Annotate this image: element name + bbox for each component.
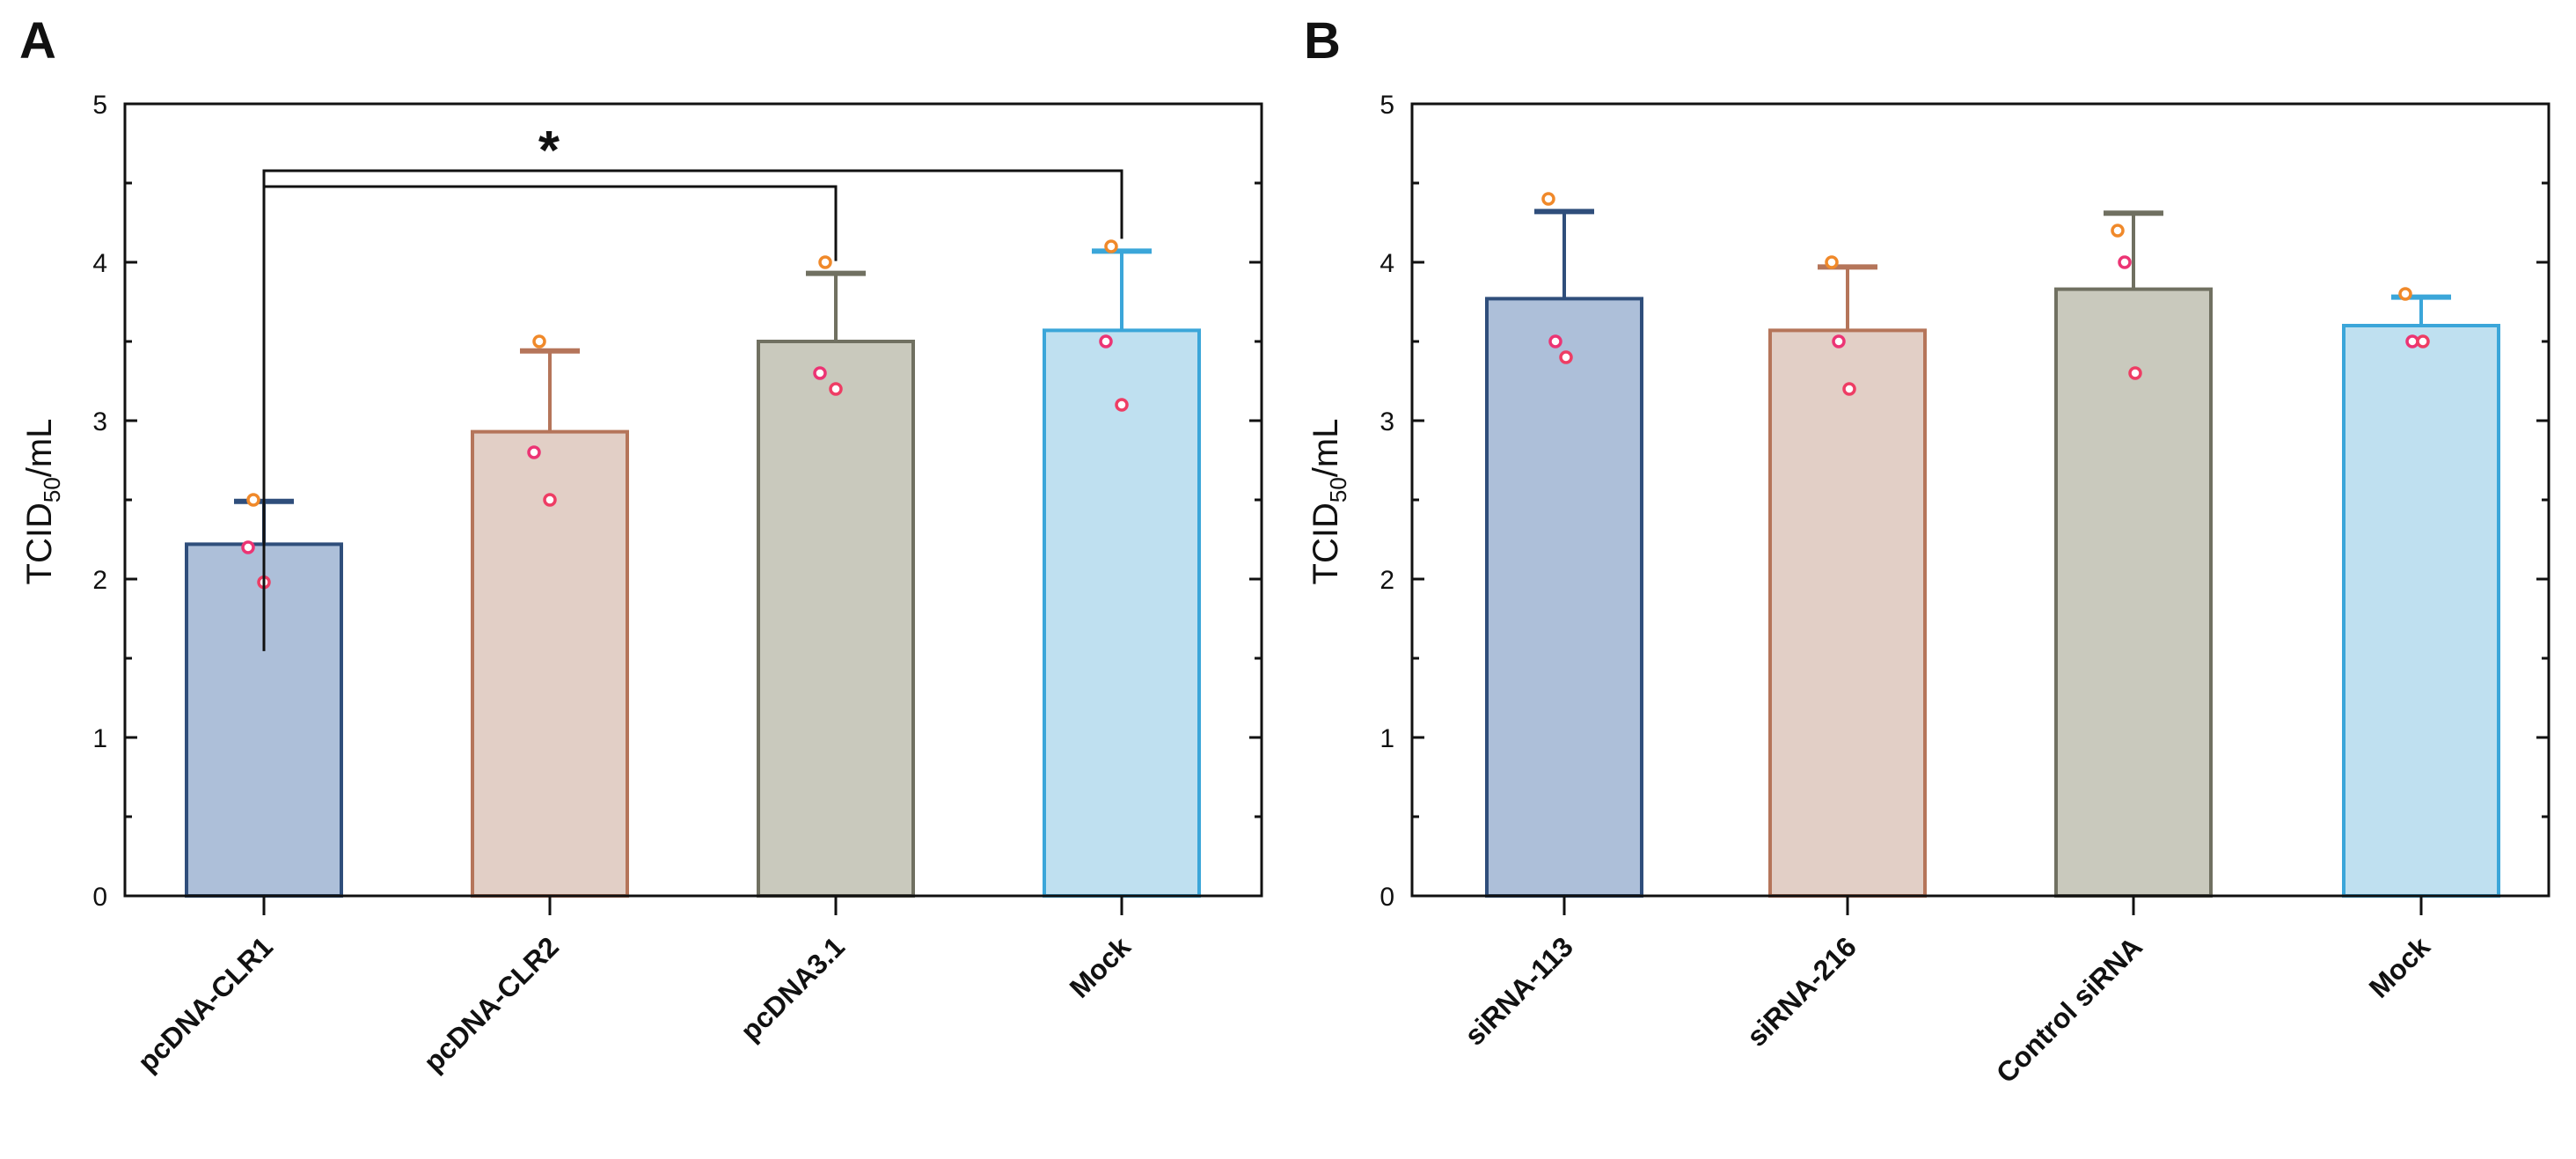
panel-a-x-label-2: pcDNA3.1 bbox=[735, 930, 851, 1046]
panel-b-x-label-1: siRNA-216 bbox=[1740, 930, 1862, 1053]
panel-a-y-tick-label-5: 5 bbox=[92, 91, 107, 120]
panel-b-bar-0 bbox=[1485, 297, 1643, 898]
panel-b-y-tick-label-0: 0 bbox=[1379, 883, 1394, 912]
panel-a-y-tick-label-4: 4 bbox=[92, 249, 107, 278]
panel-a-significance-label: * bbox=[538, 121, 560, 181]
panel-a-point-3-0 bbox=[1104, 239, 1118, 253]
panel-a-y-axis-title-main: TCID bbox=[20, 502, 59, 584]
panel-a-bar-1 bbox=[471, 429, 629, 899]
panel-a-bar-3 bbox=[1043, 328, 1201, 898]
panel-b-error-bar-2 bbox=[2104, 210, 2163, 290]
panel-a-x-label-0: pcDNA-CLR1 bbox=[131, 930, 279, 1078]
panel-a-y-axis-title-sub: 50 bbox=[39, 477, 65, 502]
panel-a-point-2-2 bbox=[829, 382, 843, 396]
panel-a-significance-bracket-1 bbox=[262, 169, 1123, 651]
panel-b-point-3-0 bbox=[2398, 287, 2412, 301]
panel-a-point-3-2 bbox=[1115, 398, 1129, 412]
panel-b-error-bar-0 bbox=[1534, 209, 1594, 299]
panel-b-point-3-1 bbox=[2405, 334, 2419, 348]
panel-b-point-1-1 bbox=[1832, 334, 1846, 348]
panel-a-error-bar-2 bbox=[806, 270, 866, 341]
panel-a-y-tick-label-3: 3 bbox=[92, 407, 107, 436]
panel-a-point-2-0 bbox=[818, 255, 832, 269]
panel-a-point-1-0 bbox=[532, 334, 546, 348]
panel-b-y-tick-label-3: 3 bbox=[1379, 407, 1394, 436]
panel-b-point-2-1 bbox=[2118, 255, 2132, 269]
panel-a-x-label-3: Mock bbox=[1064, 930, 1137, 1003]
panel-b-bar-3 bbox=[2342, 324, 2500, 898]
panel-b-point-1-0 bbox=[1825, 255, 1839, 269]
panel-a-y-axis-title: TCID50/mL bbox=[20, 419, 65, 585]
panel-a-point-2-1 bbox=[813, 366, 827, 380]
panel-a-point-1-2 bbox=[543, 493, 557, 507]
panel-a-point-0-0 bbox=[246, 493, 260, 507]
panel-a-y-tick-label-0: 0 bbox=[92, 883, 107, 912]
panel-b-error-bar-3 bbox=[2391, 294, 2451, 326]
panel-a-y-tick-label-2: 2 bbox=[92, 566, 107, 595]
panel-b-y-tick-label-5: 5 bbox=[1379, 91, 1394, 120]
panel-a-label: A bbox=[19, 12, 56, 70]
panel-b-y-axis-title-sub: 50 bbox=[1325, 477, 1351, 502]
panel-b-y-axis-title-main: TCID bbox=[1306, 502, 1345, 584]
panel-b-point-0-0 bbox=[1541, 192, 1555, 206]
panel-a-point-0-1 bbox=[241, 540, 255, 554]
panel-b-point-0-1 bbox=[1548, 334, 1562, 348]
panel-b-y-axis-title: TCID50/mL bbox=[1306, 419, 1351, 585]
panel-b-point-2-2 bbox=[2128, 366, 2142, 380]
panel-a: A TCID50/mL * 0 1 2 3 4 5 pcDNA-CLR1 pcDNA-CLR2… bbox=[19, 12, 1263, 1078]
panel-b-y-axis-title-suffix: /mL bbox=[1306, 419, 1345, 478]
panel-a-error-bar-1 bbox=[520, 348, 580, 432]
panel-b-bar-2 bbox=[2054, 287, 2213, 899]
panel-a-y-tick-label-1: 1 bbox=[92, 724, 107, 753]
panel-b-label: B bbox=[1304, 12, 1341, 70]
panel-b-x-label-3: Mock bbox=[2363, 930, 2436, 1003]
panel-b-y-tick-label-4: 4 bbox=[1379, 249, 1394, 278]
panel-a-bar-2 bbox=[757, 340, 915, 898]
panel-b: B TCID50/mL 0 1 2 3 4 5 siRNA-113 siRNA-216 Cont… bbox=[1304, 12, 2550, 1089]
panel-b-x-label-0: siRNA-113 bbox=[1459, 930, 1579, 1051]
panel-b-bar-1 bbox=[1768, 328, 1927, 898]
panel-a-point-3-1 bbox=[1099, 334, 1113, 348]
panel-a-error-bar-3 bbox=[1092, 248, 1152, 331]
panel-a-x-label-1: pcDNA-CLR2 bbox=[417, 930, 565, 1078]
panel-a-y-axis-title-suffix: /mL bbox=[20, 419, 59, 478]
panel-a-point-1-1 bbox=[527, 445, 541, 459]
panel-b-point-2-0 bbox=[2111, 224, 2125, 238]
panel-b-y-tick-label-2: 2 bbox=[1379, 566, 1394, 595]
panel-b-point-3-2 bbox=[2416, 334, 2430, 348]
panel-b-x-label-2: Control siRNA bbox=[1990, 930, 2148, 1089]
panel-b-y-tick-label-1: 1 bbox=[1379, 724, 1394, 753]
panel-b-point-0-2 bbox=[1559, 350, 1573, 364]
panel-b-error-bar-1 bbox=[1818, 264, 1877, 331]
panel-b-point-1-2 bbox=[1842, 382, 1856, 396]
